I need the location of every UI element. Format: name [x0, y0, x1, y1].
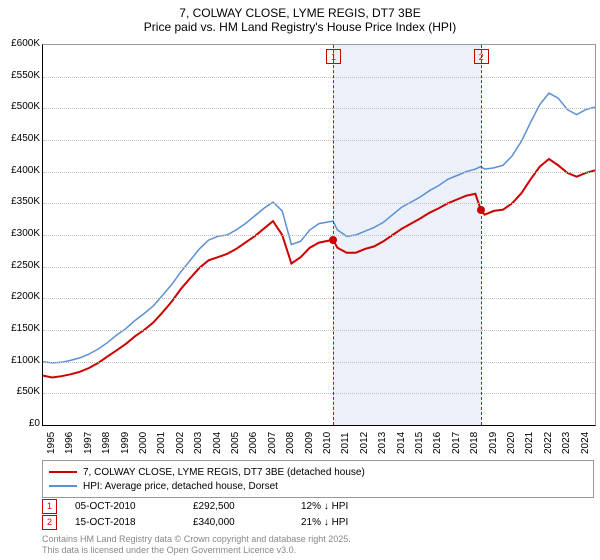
- x-axis-label: 2005: [230, 432, 241, 454]
- gridline: [43, 393, 595, 394]
- sale-price: £340,000: [193, 517, 283, 528]
- legend-item: HPI: Average price, detached house, Dors…: [49, 479, 587, 493]
- x-axis-label: 2009: [304, 432, 315, 454]
- gridline: [43, 140, 595, 141]
- sale-marker-dot: [477, 206, 485, 214]
- sale-marker-line: [333, 45, 334, 425]
- legend-label: 7, COLWAY CLOSE, LYME REGIS, DT7 3BE (de…: [83, 467, 365, 478]
- sale-delta: 12% ↓ HPI: [301, 501, 348, 512]
- x-axis-label: 2007: [267, 432, 278, 454]
- sale-row-marker: 2: [42, 515, 57, 530]
- x-axis-label: 2004: [212, 432, 223, 454]
- gridline: [43, 203, 595, 204]
- chart-plot-area: 12: [42, 44, 596, 426]
- title-line1: 7, COLWAY CLOSE, LYME REGIS, DT7 3BE: [0, 6, 600, 20]
- gridline: [43, 267, 595, 268]
- sale-price: £292,500: [193, 501, 283, 512]
- sale-marker-dot: [329, 236, 337, 244]
- x-axis-label: 2024: [580, 432, 591, 454]
- title-line2: Price paid vs. HM Land Registry's House …: [0, 20, 600, 34]
- sale-row: 1 05-OCT-2010 £292,500 12% ↓ HPI: [42, 498, 348, 514]
- x-axis-label: 2021: [524, 432, 535, 454]
- x-axis-label: 2023: [561, 432, 572, 454]
- series-line: [43, 159, 595, 378]
- x-axis-label: 2015: [414, 432, 425, 454]
- x-axis-label: 2020: [506, 432, 517, 454]
- sale-marker-line: [481, 45, 482, 425]
- sale-date: 05-OCT-2010: [75, 501, 175, 512]
- y-axis-label: £450K: [0, 133, 40, 144]
- x-axis-label: 2010: [322, 432, 333, 454]
- legend-item: 7, COLWAY CLOSE, LYME REGIS, DT7 3BE (de…: [49, 465, 587, 479]
- gridline: [43, 330, 595, 331]
- x-axis-label: 2000: [138, 432, 149, 454]
- gridline: [43, 362, 595, 363]
- legend-swatch: [49, 485, 77, 487]
- sale-marker-label: 2: [474, 49, 489, 64]
- x-axis-label: 2019: [488, 432, 499, 454]
- x-axis-label: 1997: [83, 432, 94, 454]
- sale-marker-label: 1: [326, 49, 341, 64]
- x-axis-label: 2002: [175, 432, 186, 454]
- y-axis-label: £300K: [0, 228, 40, 239]
- x-axis-label: 2017: [451, 432, 462, 454]
- x-axis-label: 2006: [248, 432, 259, 454]
- x-axis-label: 2022: [543, 432, 554, 454]
- gridline: [43, 235, 595, 236]
- x-axis-label: 2003: [193, 432, 204, 454]
- x-axis-label: 2011: [340, 432, 351, 454]
- x-axis-label: 2008: [285, 432, 296, 454]
- y-axis-label: £200K: [0, 291, 40, 302]
- y-axis-label: £150K: [0, 323, 40, 334]
- x-axis-label: 2012: [359, 432, 370, 454]
- y-axis-label: £50K: [0, 386, 40, 397]
- x-axis-label: 1998: [101, 432, 112, 454]
- footer-line1: Contains HM Land Registry data © Crown c…: [42, 534, 351, 545]
- x-axis-label: 2014: [396, 432, 407, 454]
- y-axis-label: £100K: [0, 355, 40, 366]
- title-block: 7, COLWAY CLOSE, LYME REGIS, DT7 3BE Pri…: [0, 0, 600, 34]
- y-axis-label: £550K: [0, 70, 40, 81]
- x-axis-label: 2018: [469, 432, 480, 454]
- y-axis-label: £350K: [0, 196, 40, 207]
- series-line: [43, 93, 595, 363]
- gridline: [43, 298, 595, 299]
- legend-swatch: [49, 471, 77, 473]
- footer-attribution: Contains HM Land Registry data © Crown c…: [42, 534, 351, 556]
- x-axis-label: 1996: [64, 432, 75, 454]
- chart-container: 7, COLWAY CLOSE, LYME REGIS, DT7 3BE Pri…: [0, 0, 600, 560]
- gridline: [43, 108, 595, 109]
- sale-delta: 21% ↓ HPI: [301, 517, 348, 528]
- sale-row-marker: 1: [42, 499, 57, 514]
- y-axis-label: £600K: [0, 38, 40, 49]
- legend-label: HPI: Average price, detached house, Dors…: [83, 481, 278, 492]
- x-axis-label: 2013: [377, 432, 388, 454]
- y-axis-label: £250K: [0, 260, 40, 271]
- sale-row: 2 15-OCT-2018 £340,000 21% ↓ HPI: [42, 514, 348, 530]
- x-axis-label: 1999: [120, 432, 131, 454]
- y-axis-label: £0: [0, 418, 40, 429]
- gridline: [43, 77, 595, 78]
- x-axis-label: 2001: [156, 432, 167, 454]
- sales-table: 1 05-OCT-2010 £292,500 12% ↓ HPI 2 15-OCT-201…: [42, 498, 348, 530]
- x-axis-label: 2016: [432, 432, 443, 454]
- x-axis-label: 1995: [46, 432, 57, 454]
- y-axis-label: £500K: [0, 101, 40, 112]
- legend-box: 7, COLWAY CLOSE, LYME REGIS, DT7 3BE (de…: [42, 460, 594, 498]
- sale-date: 15-OCT-2018: [75, 517, 175, 528]
- footer-line2: This data is licensed under the Open Gov…: [42, 545, 351, 556]
- y-axis-label: £400K: [0, 165, 40, 176]
- gridline: [43, 172, 595, 173]
